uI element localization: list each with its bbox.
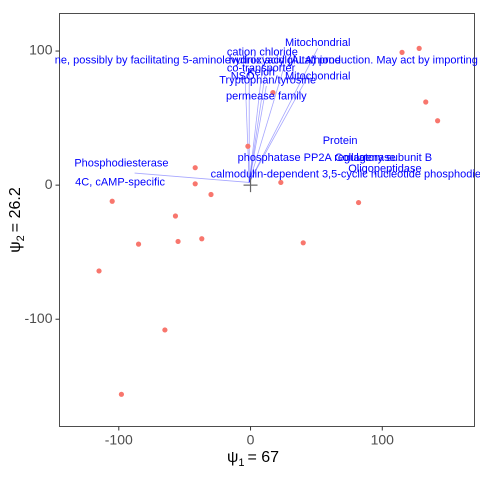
annotation-label-13: Collagenase (335, 152, 396, 164)
y-axis-title: ψ2= 26.2 (7, 187, 27, 253)
annotation-leader-lines (134, 48, 319, 183)
leader-line-2 (248, 75, 266, 183)
y-axis-ticks: -100 0 100 (24, 42, 60, 326)
x-tick-label-2: 100 (371, 432, 395, 448)
data-point-16 (399, 49, 405, 55)
data-point-14 (300, 240, 306, 246)
annotation-label-9: permease family (226, 91, 307, 103)
leader-line-6 (248, 85, 267, 183)
data-point-6 (175, 238, 181, 245)
x-tick-label-1: 0 (247, 432, 255, 448)
data-point-18 (423, 99, 429, 105)
data-point-11 (245, 143, 251, 149)
annotation-label-4: co-transporter (227, 62, 296, 74)
data-point-3 (135, 241, 142, 247)
x-axis-title: ψ1 = 67 (227, 449, 279, 469)
annotation-label-16: 4C, cAMP-specific (75, 176, 165, 188)
annotation-label-2: ne, possibly by facilitating 5-aminolevu… (55, 54, 478, 66)
annotation-label-10: Protein (323, 135, 358, 147)
leader-line-3 (248, 74, 309, 183)
y-tick-label-0: -100 (24, 310, 52, 326)
y-tick-label-2: 100 (29, 42, 53, 58)
leader-line-5 (244, 80, 250, 183)
annotation-label-3: hydroxyacylglutathione (229, 54, 341, 66)
data-point-13 (278, 179, 284, 186)
data-point-10 (192, 181, 198, 187)
data-point-9 (192, 165, 198, 171)
annotation-label-0: Mitochondrial (285, 37, 350, 49)
leader-line-8 (134, 172, 250, 183)
leader-line-4 (248, 56, 265, 183)
x-tick-label-0: -100 (105, 432, 133, 448)
data-point-0 (96, 268, 102, 274)
annotation-label-14: Oligopeptidase (348, 163, 421, 175)
data-points (96, 45, 441, 397)
annotation-label-5: Kelch (247, 66, 275, 78)
annotation-label-12: phosphatase PP2A regulatory subunit B (238, 152, 432, 164)
annotation-label-11: Phosphodiesterase (74, 158, 168, 170)
data-point-7 (199, 236, 205, 242)
data-point-15 (355, 199, 362, 206)
data-point-12 (270, 90, 276, 96)
origin-marker (243, 178, 258, 193)
data-point-4 (162, 327, 168, 333)
annotation-label-6: Mitochondrial (285, 70, 350, 82)
annotation-label-7: NSO (231, 70, 255, 82)
annotation-label-1: cation chloride (227, 46, 298, 58)
data-point-5 (172, 213, 179, 219)
leader-line-1 (248, 64, 286, 183)
annotation-label-8: Tryptophan/tyrosine (219, 74, 316, 86)
data-point-17 (416, 45, 422, 51)
plot-panel (59, 13, 475, 427)
x-axis-ticks: -100 0 100 (105, 426, 395, 448)
leader-line-0 (248, 48, 319, 183)
data-point-19 (435, 118, 441, 124)
data-point-8 (208, 191, 214, 198)
data-point-2 (118, 391, 125, 397)
annotation-label-15: calmodulin-dependent 3,5-cyclic nucleoti… (211, 168, 480, 180)
y-tick-label-1: 0 (45, 176, 53, 192)
data-point-1 (109, 198, 115, 204)
